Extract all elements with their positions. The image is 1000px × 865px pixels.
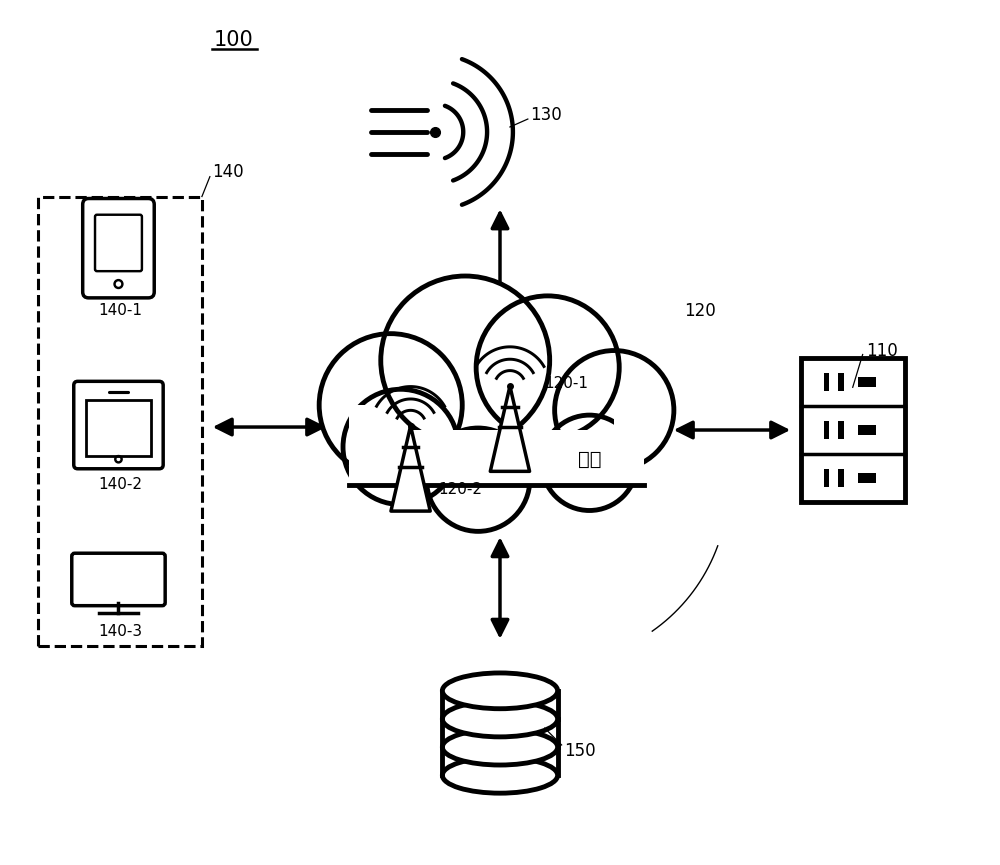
Bar bbox=[858, 377, 876, 387]
Ellipse shape bbox=[442, 673, 558, 708]
Bar bbox=[442, 747, 558, 775]
Text: 120: 120 bbox=[684, 302, 716, 320]
FancyBboxPatch shape bbox=[74, 381, 163, 469]
Text: 150: 150 bbox=[565, 742, 596, 760]
Bar bbox=[86, 400, 151, 456]
Polygon shape bbox=[490, 386, 530, 471]
Text: 100: 100 bbox=[214, 29, 254, 49]
Text: 140-1: 140-1 bbox=[98, 304, 142, 318]
Text: 120-2: 120-2 bbox=[438, 482, 482, 497]
FancyBboxPatch shape bbox=[95, 215, 142, 271]
Bar bbox=[614, 405, 644, 484]
Circle shape bbox=[319, 334, 462, 477]
Bar bbox=[801, 358, 905, 502]
Ellipse shape bbox=[442, 702, 558, 737]
Text: 网络: 网络 bbox=[578, 451, 601, 470]
Bar bbox=[838, 421, 844, 439]
Circle shape bbox=[343, 389, 458, 504]
Bar bbox=[442, 691, 558, 719]
Polygon shape bbox=[391, 426, 430, 511]
Circle shape bbox=[542, 415, 637, 510]
Circle shape bbox=[555, 350, 674, 470]
Bar bbox=[824, 421, 829, 439]
Text: 140: 140 bbox=[212, 163, 243, 181]
Bar bbox=[349, 405, 379, 484]
FancyBboxPatch shape bbox=[72, 554, 165, 606]
Bar bbox=[824, 373, 829, 391]
Circle shape bbox=[381, 276, 550, 445]
Bar bbox=[858, 473, 876, 483]
Bar bbox=[858, 426, 876, 435]
Bar bbox=[38, 196, 202, 645]
Bar bbox=[838, 469, 844, 487]
Bar bbox=[824, 469, 829, 487]
Circle shape bbox=[476, 296, 619, 439]
Text: 140-3: 140-3 bbox=[98, 625, 143, 639]
Text: 140-2: 140-2 bbox=[98, 477, 142, 492]
Bar bbox=[838, 373, 844, 391]
Ellipse shape bbox=[442, 729, 558, 765]
Text: 120-1: 120-1 bbox=[545, 375, 589, 391]
Text: 110: 110 bbox=[866, 342, 897, 360]
Bar bbox=[442, 719, 558, 747]
Circle shape bbox=[426, 428, 530, 531]
Bar bbox=[349, 430, 644, 484]
Text: 130: 130 bbox=[530, 106, 562, 124]
Ellipse shape bbox=[442, 758, 558, 793]
FancyBboxPatch shape bbox=[83, 198, 154, 298]
